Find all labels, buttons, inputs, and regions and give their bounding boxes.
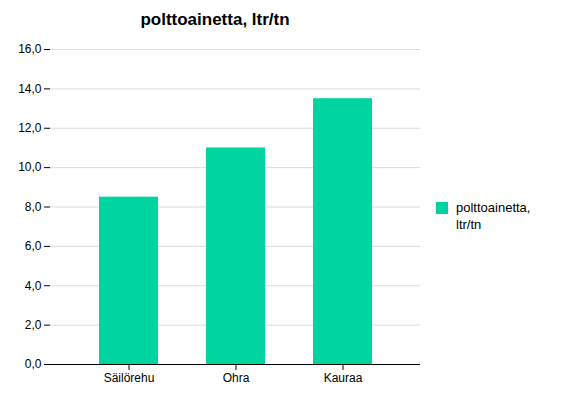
- svg-text:16,0: 16,0: [18, 42, 42, 56]
- svg-text:2,0: 2,0: [25, 318, 42, 332]
- svg-text:Säilörehu: Säilörehu: [104, 371, 155, 385]
- svg-text:8,0: 8,0: [25, 200, 42, 214]
- svg-text:4,0: 4,0: [25, 279, 42, 293]
- svg-text:14,0: 14,0: [18, 82, 42, 96]
- svg-text:Ohra: Ohra: [223, 371, 250, 385]
- html-text:polttoainetta, ltr/tn: polttoainetta, ltr/tn: [140, 10, 290, 29]
- html-text:polttoainetta, ltr/tn: polttoainetta, ltr/tn: [456, 200, 531, 232]
- svg-text:0,0: 0,0: [25, 357, 42, 371]
- svg-text:12,0: 12,0: [18, 121, 42, 135]
- svg-text:Kauraa: Kauraa: [324, 371, 363, 385]
- svg-text:10,0: 10,0: [18, 160, 42, 174]
- svg-text:6,0: 6,0: [25, 239, 42, 253]
